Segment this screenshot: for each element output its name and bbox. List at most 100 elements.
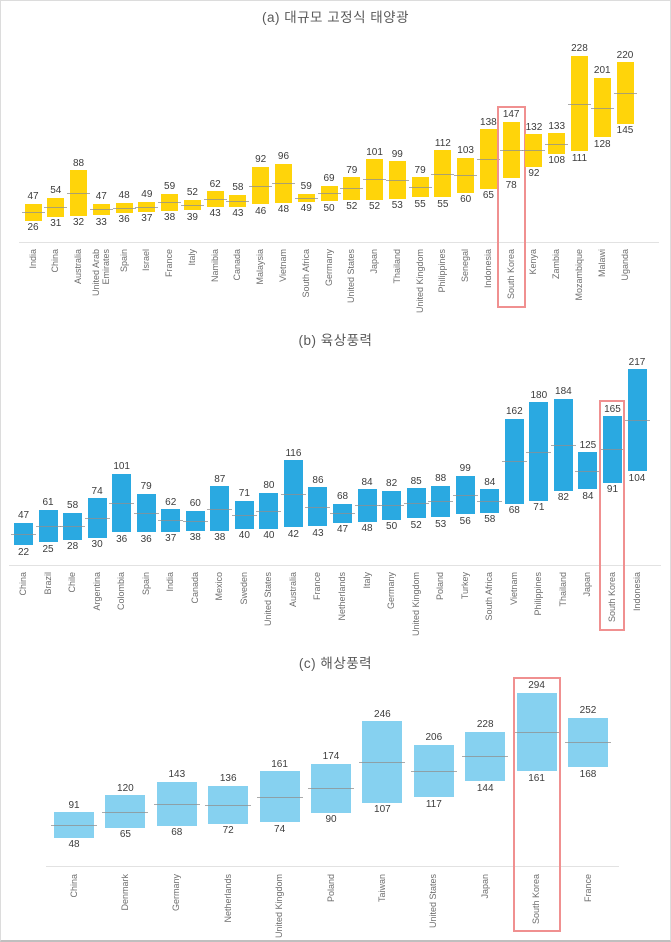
- bar-midline: [403, 503, 429, 505]
- bar-min-label: 42: [287, 528, 299, 540]
- bar-midline: [133, 513, 159, 515]
- bar-min-label: 43: [209, 208, 221, 220]
- bar-midline: [44, 207, 68, 209]
- bar-min-label: 68: [171, 827, 183, 839]
- bar-min-label: 90: [325, 814, 337, 826]
- country-label: Mozambique: [573, 249, 584, 301]
- highlight-box: [512, 676, 561, 932]
- bar-min-label: 48: [68, 839, 80, 851]
- bar-min-label: 32: [72, 217, 85, 229]
- range-bar: [138, 201, 156, 212]
- country-label: China: [18, 572, 28, 596]
- country-label: South Africa: [300, 249, 311, 298]
- bar-midline: [135, 206, 159, 208]
- bar-midline: [158, 202, 182, 204]
- bar-midline: [476, 159, 500, 161]
- bar-midline: [249, 185, 273, 187]
- country-label: Kenya: [528, 249, 539, 275]
- bar-midline: [354, 505, 380, 507]
- bar-min-label: 39: [186, 211, 198, 223]
- bar-max-label: 85: [410, 475, 422, 487]
- bar-midline: [340, 188, 364, 190]
- bar-max-label: 174: [322, 751, 340, 762]
- bar-min-label: 30: [91, 539, 103, 551]
- range-bar: [529, 402, 549, 501]
- bar-max-label: 180: [530, 389, 548, 401]
- bar-min-label: 60: [460, 194, 472, 206]
- chart-a-section: (a) 대규모 고정식 태양광 47 26 India 54 31 China 88 32 Au…: [1, 1, 670, 321]
- bar-min-label: 92: [528, 168, 540, 180]
- country-label: India: [165, 572, 176, 592]
- bar-min-label: 50: [323, 202, 335, 214]
- bar-midline: [11, 533, 36, 535]
- bar-midline: [317, 193, 341, 195]
- bar-min-label: 43: [232, 208, 244, 220]
- bar-max-label: 228: [476, 719, 494, 731]
- bar-max-label: 88: [72, 157, 85, 169]
- range-bar: [362, 721, 403, 803]
- bar-max-label: 61: [42, 497, 54, 509]
- country-label: France: [164, 249, 175, 278]
- bar-midline: [624, 420, 650, 422]
- bar-min-label: 38: [214, 532, 226, 544]
- range-bar: [502, 121, 520, 179]
- bar-midline: [363, 179, 387, 181]
- bar-max-label: 184: [555, 386, 572, 398]
- bar-midline: [408, 187, 432, 189]
- bar-min-label: 65: [482, 190, 494, 202]
- bar-min-label: 40: [263, 530, 275, 542]
- bar-midline: [359, 762, 406, 764]
- bar-min-label: 145: [616, 125, 634, 137]
- bar-midline: [385, 179, 409, 181]
- bar-min-label: 52: [346, 201, 358, 213]
- range-bar: [274, 163, 292, 203]
- bar-midline: [205, 804, 252, 806]
- bar-max-label: 103: [457, 145, 474, 157]
- range-bar: [413, 744, 454, 798]
- bar-min-label: 58: [484, 514, 496, 526]
- country-label: South Africa: [484, 572, 495, 621]
- bar-min-label: 56: [459, 515, 471, 527]
- bar-min-label: 52: [368, 201, 381, 213]
- range-bar: [105, 795, 146, 828]
- country-label: Sweden: [238, 572, 249, 605]
- range-bar: [234, 500, 254, 529]
- bar-midline: [112, 207, 136, 209]
- bar-midline: [280, 493, 306, 495]
- bar-midline: [89, 209, 113, 211]
- country-label: United Kingdom: [410, 572, 421, 637]
- bar-min-label: 33: [95, 216, 107, 228]
- country-label: Vietnam: [277, 249, 288, 282]
- country-label: Australia: [287, 572, 298, 608]
- x-axis-line: [9, 565, 661, 566]
- country-label: Australia: [73, 249, 84, 285]
- bar-max-label: 294: [528, 680, 545, 692]
- bar-min-label: 38: [164, 212, 176, 224]
- country-label: Namibia: [209, 249, 220, 283]
- country-label: France: [312, 572, 323, 601]
- bar-midline: [501, 461, 527, 463]
- bar-max-label: 132: [525, 121, 543, 133]
- bar-max-label: 120: [117, 782, 134, 794]
- bar-max-label: 62: [165, 496, 177, 508]
- bar-max-label: 217: [628, 356, 646, 368]
- bar-max-label: 79: [414, 164, 426, 176]
- country-label: Netherlands: [337, 572, 348, 621]
- bar-max-label: 62: [209, 178, 221, 190]
- highlight-box: [599, 400, 626, 631]
- range-bar: [548, 133, 566, 154]
- bar-midline: [522, 150, 546, 152]
- bar-midline: [410, 770, 457, 772]
- bar-midline: [226, 200, 250, 202]
- bar-min-label: 37: [141, 213, 153, 225]
- bar-midline: [575, 470, 601, 472]
- bar-midline: [84, 518, 110, 520]
- bar-max-label: 101: [113, 461, 130, 473]
- bar-min-label: 168: [579, 768, 597, 780]
- bar-max-label: 58: [232, 182, 244, 194]
- bar-midline: [431, 173, 455, 175]
- bar-max-label: 91: [68, 799, 80, 811]
- country-label: Canada: [232, 249, 243, 281]
- bar-min-label: 104: [628, 472, 646, 484]
